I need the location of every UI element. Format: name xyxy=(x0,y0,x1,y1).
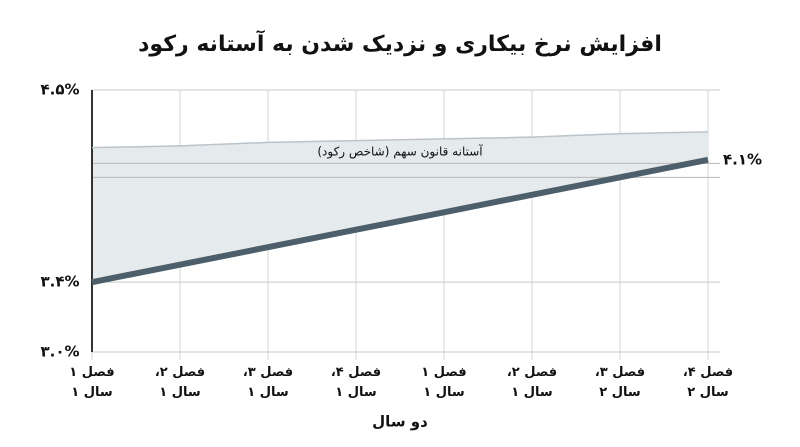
x-tick-label-line: فصل ۴، xyxy=(683,365,733,380)
x-tick-label-line: فصل ۳، xyxy=(595,365,645,380)
series-line xyxy=(91,131,709,149)
x-tick-label: فصل ۲، سال ۱ xyxy=(155,365,205,400)
x-axis-title: دو سال xyxy=(372,413,428,431)
x-tick-label: فصل ۳، سال ۲ xyxy=(595,365,645,400)
x-tick-label-line: فصل ۲، xyxy=(155,365,205,380)
threshold-band xyxy=(92,131,708,283)
x-tick-label: فصل ۴، سال ۱ xyxy=(331,365,381,400)
x-tick-label-line: فصل ۴، xyxy=(331,365,381,380)
y-tick-label: ۴.۵% xyxy=(40,81,79,99)
y-tick-label: ۳.۰% xyxy=(40,343,79,361)
x-tick-label: فصل ۲، سال ۱ xyxy=(507,365,557,400)
chart-title: افزایش نرخ بیکاری و نزدیک شدن به آستانه … xyxy=(138,29,662,57)
x-tick-label-line: سال ۲ xyxy=(687,385,728,400)
x-tick-label-line: فصل ۲، xyxy=(507,365,557,380)
x-tick-label: فصل ۴، سال ۲ xyxy=(683,365,733,400)
x-tick-label-line: فصل ۱ xyxy=(69,365,114,380)
x-tick-label-line: فصل ۱ xyxy=(421,365,466,380)
x-tick-label-line: سال ۱ xyxy=(247,385,288,400)
band-annotation: آستانه قانون سهم (شاخص رکود) xyxy=(317,144,483,160)
y-tick-label: ۳.۴% xyxy=(40,273,79,291)
series-line xyxy=(91,156,709,286)
x-tick-label-line: سال ۲ xyxy=(599,385,640,400)
x-tick-label-line: سال ۱ xyxy=(511,385,552,400)
x-tick-label-line: سال ۱ xyxy=(335,385,376,400)
x-tick-label: فصل ۱ سال ۱ xyxy=(69,365,114,400)
x-tick-label: فصل ۳، سال ۱ xyxy=(243,365,293,400)
value-label: ۴.۱% xyxy=(723,150,762,168)
x-tick-label-line: فصل ۳، xyxy=(243,365,293,380)
x-tick-label-line: سال ۱ xyxy=(71,385,112,400)
x-tick-label-line: سال ۱ xyxy=(159,385,200,400)
x-tick-label-line: سال ۱ xyxy=(423,385,464,400)
x-tick-label: فصل ۱ سال ۱ xyxy=(421,365,466,400)
